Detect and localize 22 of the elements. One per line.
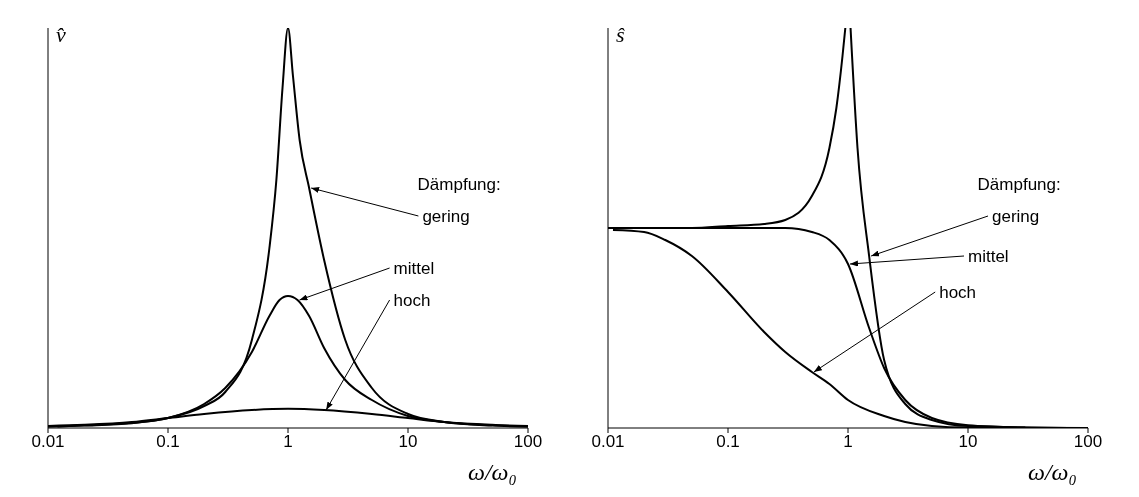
annotation: gering xyxy=(992,207,1040,226)
x-tick-label: 0.01 xyxy=(591,432,625,452)
x-axis-title: ω/ω₀ xyxy=(468,459,517,485)
annotation: mittel xyxy=(968,247,1009,266)
x-tick-label: 1 xyxy=(843,432,853,452)
x-axis-title: ω/ω₀ xyxy=(1028,459,1077,485)
annotation: Dämpfung: xyxy=(417,175,501,194)
x-tick-label: 0.01 xyxy=(31,432,65,452)
annotation: Dämpfung: xyxy=(977,175,1061,194)
x-tick-label: 100 xyxy=(1073,432,1103,452)
x-tick-label: 0.1 xyxy=(716,432,740,452)
annotation: mittel xyxy=(393,259,435,278)
x-tick-label: 100 xyxy=(513,432,543,452)
annotation: hoch xyxy=(393,291,431,310)
x-tick-label: 1 xyxy=(283,432,293,452)
y-axis-title: ŝ xyxy=(616,22,625,47)
x-tick-label: 10 xyxy=(398,432,418,452)
y-axis-title: v̂ xyxy=(56,22,66,47)
annotation: hoch xyxy=(939,283,977,302)
annotation: gering xyxy=(422,207,470,226)
x-tick-label: 0.1 xyxy=(156,432,180,452)
x-tick-label: 10 xyxy=(958,432,978,452)
